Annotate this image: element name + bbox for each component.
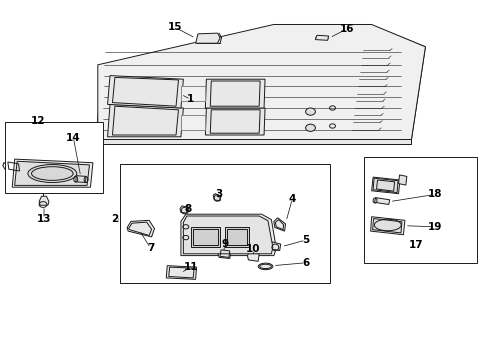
Polygon shape	[181, 115, 205, 130]
Bar	[193, 229, 217, 245]
Polygon shape	[127, 220, 154, 237]
Text: 10: 10	[245, 244, 260, 255]
Polygon shape	[247, 252, 259, 261]
Text: 2: 2	[111, 214, 118, 224]
Polygon shape	[95, 25, 425, 144]
Circle shape	[305, 108, 315, 115]
Polygon shape	[371, 177, 399, 194]
Text: 11: 11	[183, 262, 198, 272]
Text: 9: 9	[221, 239, 228, 249]
Polygon shape	[315, 35, 328, 40]
Text: 16: 16	[339, 24, 354, 34]
Polygon shape	[218, 249, 230, 258]
Polygon shape	[372, 178, 397, 193]
Polygon shape	[205, 79, 264, 108]
Polygon shape	[180, 206, 188, 213]
Text: 8: 8	[184, 204, 191, 214]
Text: 18: 18	[427, 189, 442, 199]
Polygon shape	[107, 76, 183, 108]
Bar	[364, 157, 476, 263]
Ellipse shape	[258, 263, 272, 270]
Polygon shape	[39, 196, 49, 205]
Text: 15: 15	[167, 22, 182, 32]
Text: 14: 14	[66, 132, 81, 143]
Polygon shape	[12, 159, 93, 187]
Polygon shape	[370, 217, 404, 235]
Polygon shape	[98, 139, 410, 144]
Bar	[224, 227, 249, 247]
Text: 7: 7	[146, 243, 154, 253]
Polygon shape	[181, 86, 205, 101]
Text: 1: 1	[187, 94, 194, 104]
Polygon shape	[15, 161, 89, 185]
Text: 4: 4	[288, 194, 296, 204]
Bar	[190, 227, 220, 247]
Polygon shape	[76, 176, 86, 183]
Polygon shape	[166, 266, 196, 279]
Polygon shape	[205, 108, 264, 135]
Polygon shape	[398, 175, 406, 185]
Text: 6: 6	[302, 258, 308, 268]
Text: 5: 5	[302, 235, 308, 245]
Polygon shape	[273, 218, 285, 231]
Text: 13: 13	[37, 214, 51, 224]
Bar	[5, 122, 102, 193]
Ellipse shape	[28, 165, 77, 183]
Polygon shape	[98, 24, 425, 144]
Polygon shape	[183, 216, 272, 254]
Bar	[227, 229, 246, 245]
Polygon shape	[195, 33, 220, 43]
Text: 3: 3	[215, 189, 222, 199]
Polygon shape	[374, 198, 389, 204]
Text: 17: 17	[407, 240, 422, 250]
Bar	[120, 164, 329, 283]
Text: 12: 12	[31, 116, 45, 126]
Polygon shape	[213, 194, 221, 201]
Polygon shape	[181, 214, 276, 256]
Polygon shape	[107, 104, 183, 137]
Circle shape	[305, 124, 315, 131]
Polygon shape	[270, 242, 280, 251]
Text: 19: 19	[427, 222, 442, 232]
Polygon shape	[372, 219, 401, 233]
